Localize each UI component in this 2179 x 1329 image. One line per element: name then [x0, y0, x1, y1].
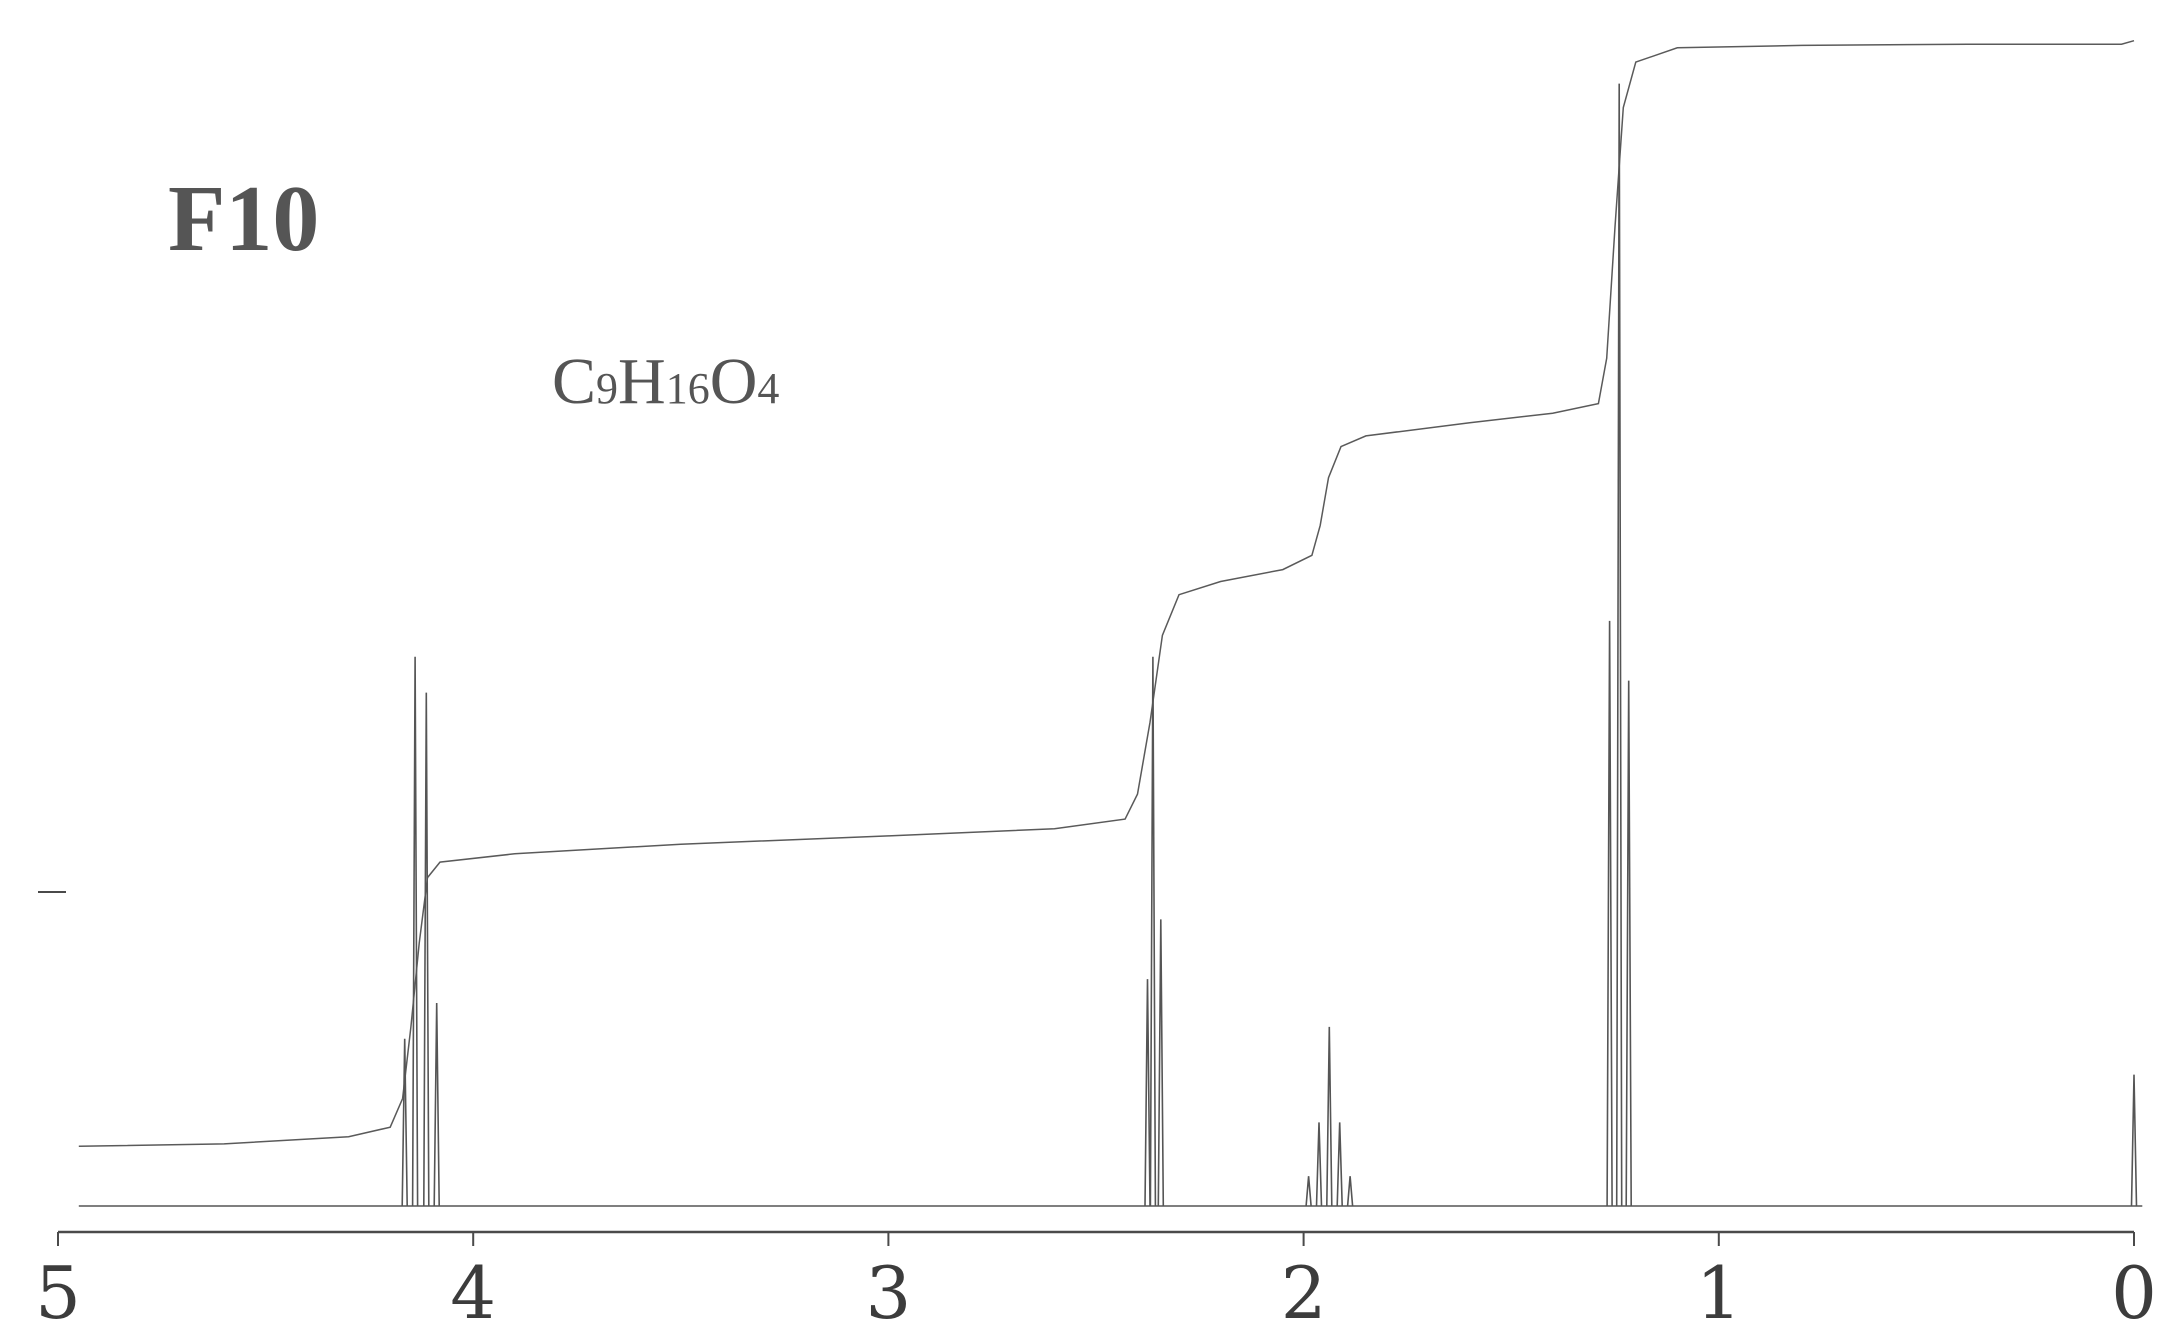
formula-part-1: 9	[596, 364, 618, 413]
x-tick-label: 0	[2111, 1251, 2157, 1329]
spectrum-peak	[2130, 1074, 2138, 1207]
spectrum-peak	[1625, 680, 1632, 1207]
x-axis-ticks: 5 4 3 2 1 0	[35, 1232, 2157, 1329]
spectrum-peak	[401, 1038, 408, 1207]
spectrum-peak	[1346, 1176, 1354, 1207]
x-tick-label: 1	[1696, 1251, 1742, 1329]
integral-curve	[78, 39, 2135, 1148]
spectrum-peak	[1157, 919, 1165, 1207]
spectrum-peak	[1305, 1176, 1312, 1207]
spectrum-peak	[1315, 1122, 1323, 1207]
formula-part-4: O	[710, 345, 758, 418]
spectrum-peak	[1606, 620, 1613, 1207]
x-tick-label: 2	[1281, 1251, 1327, 1329]
spectrum-peak	[1326, 1026, 1333, 1207]
spectrum-peak	[1615, 83, 1623, 1207]
sample-id-label: F10	[168, 167, 319, 271]
x-tick-label: 3	[865, 1251, 911, 1329]
spectrum-peak	[423, 692, 430, 1207]
spectrum-peak	[1336, 1122, 1343, 1207]
formula-part-2: H	[618, 345, 666, 418]
x-tick-label: 5	[35, 1251, 81, 1329]
spectrum-peaks	[401, 83, 2138, 1207]
spectrum-peak	[433, 1002, 440, 1207]
formula-part-0: C	[552, 345, 596, 418]
molecular-formula-label: C9H16O4	[552, 345, 779, 418]
spectrum-peak	[1149, 656, 1157, 1207]
formula-part-5: 4	[757, 364, 779, 413]
spectrum-peak	[1144, 979, 1151, 1207]
spectrum-peak	[411, 656, 419, 1207]
formula-part-3: 16	[666, 364, 710, 413]
x-tick-label: 4	[450, 1251, 496, 1329]
